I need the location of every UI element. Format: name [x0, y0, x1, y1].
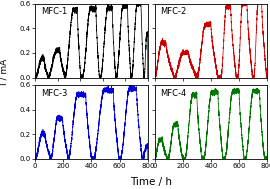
Text: I / mA: I / mA	[0, 59, 9, 85]
Text: Time / h: Time / h	[130, 177, 172, 187]
Text: MFC-1: MFC-1	[41, 8, 67, 16]
Text: MFC-4: MFC-4	[160, 89, 187, 98]
Text: MFC-3: MFC-3	[41, 89, 67, 98]
Text: MFC-2: MFC-2	[160, 8, 187, 16]
